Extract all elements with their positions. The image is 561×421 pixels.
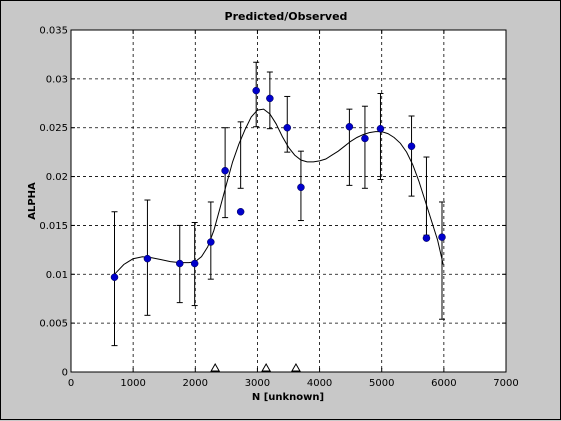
x-tick-label: 1000 (120, 378, 145, 389)
triangle-markers (210, 362, 301, 372)
y-tick-label: 0.03 (46, 74, 68, 85)
y-tick-label: 0.025 (39, 123, 68, 134)
x-tick-label: 4000 (307, 378, 332, 389)
plot-area (70, 29, 507, 373)
data-point (110, 273, 119, 281)
x-tick-label: 6000 (431, 378, 456, 389)
data-point (207, 238, 215, 246)
y-tick-label: 0.015 (39, 221, 68, 232)
triangle-marker (261, 362, 271, 372)
y-tick-label: 0 (62, 368, 68, 379)
x-tick-label: 3000 (245, 378, 270, 389)
y-tick-label: 0.005 (39, 319, 68, 330)
data-point (236, 207, 245, 216)
grid (71, 30, 506, 372)
data-point (176, 259, 184, 268)
data-point (361, 134, 369, 143)
data-point (422, 234, 431, 242)
axis-ticks: 0 1000 2000 3000 4000 5000 6000 7000 0 0.005 0.01 0… (39, 26, 518, 390)
x-axis-label: N [unknown] (252, 392, 324, 403)
x-tick-label: 5000 (369, 378, 394, 389)
triangle-marker (210, 362, 221, 372)
y-tick-label: 0.01 (46, 270, 68, 281)
x-tick-label: 7000 (493, 378, 518, 389)
data-point (221, 166, 229, 175)
x-tick-label: 0 (68, 378, 74, 389)
data-point (190, 259, 199, 268)
triangle-marker (291, 362, 301, 372)
data-point (407, 142, 416, 151)
data-point (297, 183, 305, 192)
data-point (345, 122, 354, 131)
data-point (438, 233, 446, 241)
chart-title: Predicted/Observed (225, 10, 348, 23)
y-tick-label: 0.02 (46, 172, 68, 183)
y-axis-label: ALPHA (27, 182, 38, 220)
observed-points (110, 86, 446, 281)
data-point (376, 124, 385, 133)
data-point (252, 86, 260, 95)
data-point (283, 123, 292, 132)
x-tick-label: 2000 (183, 378, 208, 389)
data-point (143, 254, 152, 263)
data-point (266, 94, 274, 103)
y-tick-label: 0.035 (39, 26, 68, 37)
